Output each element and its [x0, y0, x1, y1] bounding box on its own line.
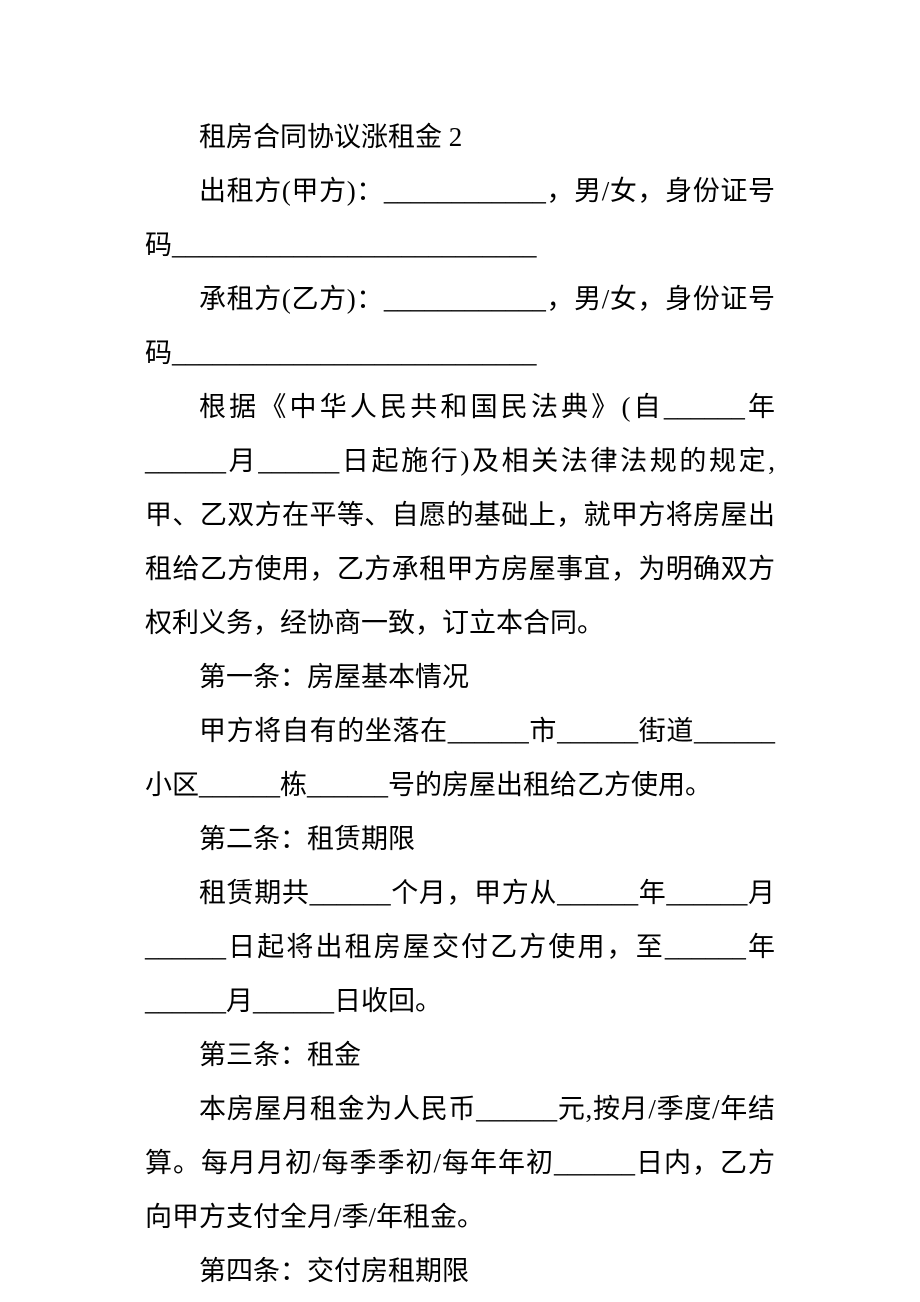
article-2-heading: 第二条：租赁期限: [145, 812, 775, 866]
lessor-line: 出租方(甲方)：____________，男/女，身份证号码__________…: [145, 164, 775, 272]
preamble: 根据《中华人民共和国民法典》(自______年______月______日起施行…: [145, 380, 775, 650]
article-1-body: 甲方将自有的坐落在______市______街道______小区______栋_…: [145, 704, 775, 812]
article-3-heading: 第三条：租金: [145, 1028, 775, 1082]
article-4-heading: 第四条：交付房租期限: [145, 1244, 775, 1298]
article-3-body: 本房屋月租金为人民币______元,按月/季度/年结算。每月月初/每季季初/每年…: [145, 1082, 775, 1244]
article-1-heading: 第一条：房屋基本情况: [145, 650, 775, 704]
article-2-body: 租赁期共______个月，甲方从______年______月______日起将出…: [145, 866, 775, 1028]
lessee-line: 承租方(乙方)：____________，男/女，身份证号码__________…: [145, 272, 775, 380]
doc-title: 租房合同协议涨租金 2: [145, 110, 775, 164]
